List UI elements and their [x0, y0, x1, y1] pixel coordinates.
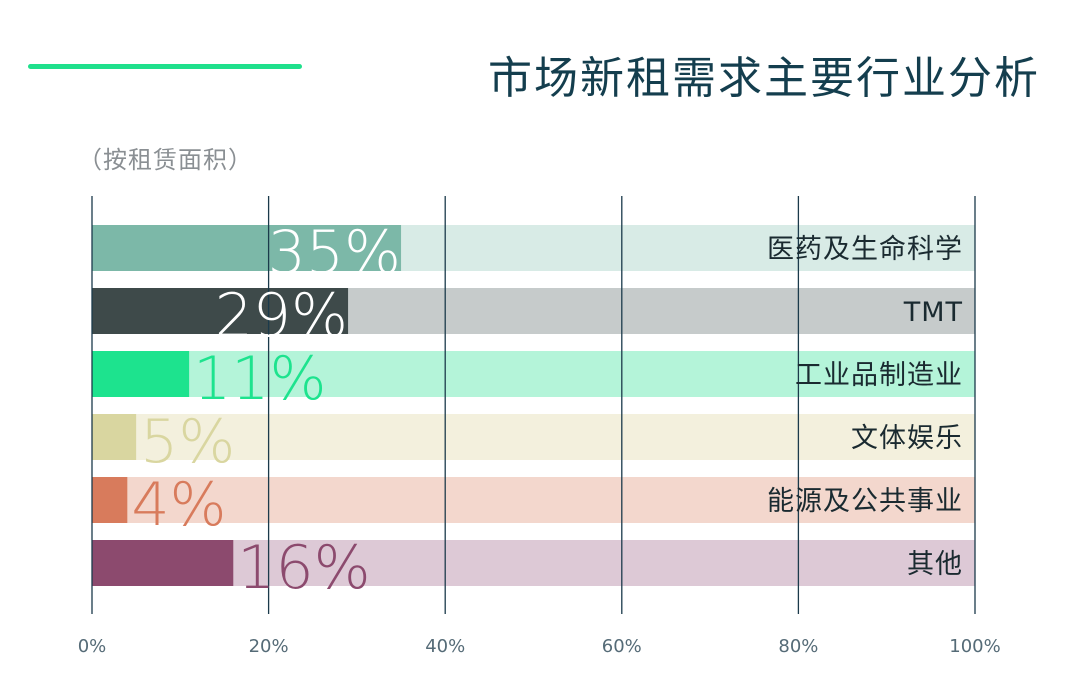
bar	[92, 477, 128, 523]
data-label: 16%	[237, 533, 370, 603]
x-tick-label: 60%	[602, 636, 642, 657]
data-label: 35%	[268, 218, 401, 288]
x-tick-label: 20%	[249, 636, 289, 657]
category-label: 其他	[907, 549, 963, 580]
data-label: 11%	[193, 344, 326, 414]
data-label: 4%	[131, 470, 226, 540]
bar	[92, 351, 190, 397]
bar	[92, 288, 349, 334]
accent-line	[28, 64, 302, 69]
chart-subtitle: （按租赁面积）	[78, 146, 253, 174]
x-tick-label: 0%	[78, 636, 107, 657]
bar	[92, 225, 402, 271]
x-tick-label: 80%	[778, 636, 818, 657]
category-label: 工业品制造业	[795, 360, 963, 391]
category-label: 医药及生命科学	[767, 234, 963, 265]
bar-track	[92, 351, 975, 397]
x-tick-label: 100%	[949, 636, 1000, 657]
bar-track	[92, 477, 975, 523]
data-label: 5%	[140, 407, 235, 477]
data-label: 29%	[215, 281, 348, 351]
bar	[92, 540, 234, 586]
category-label: 文体娱乐	[851, 423, 963, 454]
category-label: 能源及公共事业	[767, 486, 963, 517]
bar	[92, 414, 137, 460]
x-tick-label: 40%	[425, 636, 465, 657]
chart-title: 市场新租需求主要行业分析	[488, 53, 1040, 104]
category-label: TMT	[903, 297, 963, 328]
bar-track	[92, 540, 975, 586]
bar-track	[92, 414, 975, 460]
